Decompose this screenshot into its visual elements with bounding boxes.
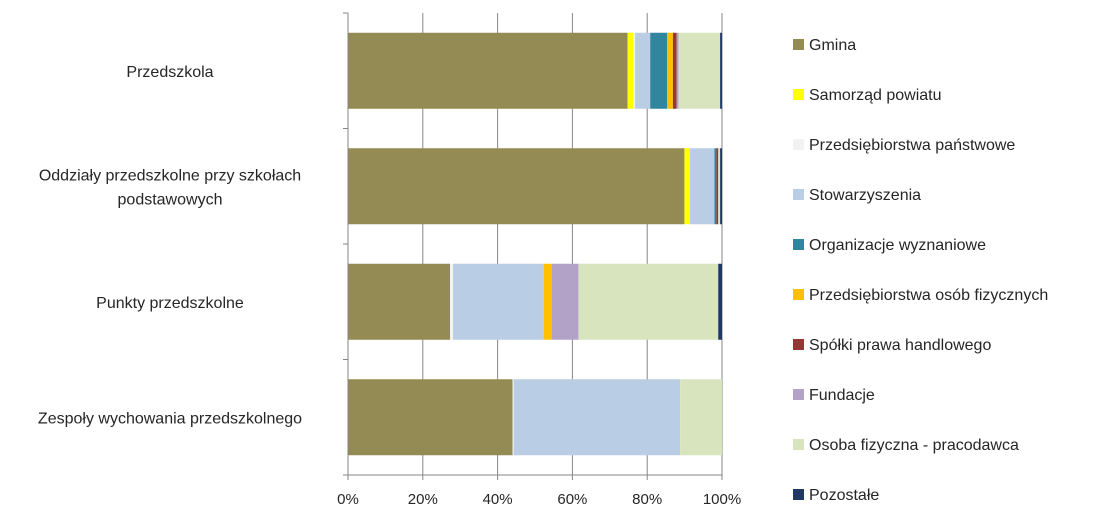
legend-swatch: [793, 39, 804, 50]
x-tick-label: 40%: [483, 491, 513, 508]
bar-segment: [678, 32, 721, 109]
legend-swatch: [793, 239, 804, 250]
legend-label: Przedsiębiorstwa państwowe: [809, 137, 1015, 154]
bar-segment: [348, 148, 685, 225]
legend-label: Osoba fizyczna - pracodawca: [809, 437, 1019, 454]
legend-label: Przedsiębiorstwa osób fizycznych: [809, 287, 1048, 304]
bar-segment: [627, 32, 634, 109]
x-tick-label: 100%: [703, 491, 741, 508]
axes: [343, 12, 723, 480]
legend-label: Spółki prawa handlowego: [809, 337, 991, 354]
category-labels: Przedszkola Oddziały przedszkolne przy sz…: [38, 64, 302, 428]
bar-segment: [684, 148, 691, 225]
bars: [348, 32, 722, 456]
legend-swatch: [793, 289, 804, 300]
legend-swatch: [793, 89, 804, 100]
category-label: Przedszkola: [126, 64, 213, 81]
bar-segment: [690, 148, 715, 225]
bar-segment: [635, 32, 651, 109]
bar-segment: [453, 263, 544, 340]
legend-swatch: [793, 189, 804, 200]
legend-label: Stowarzyszenia: [809, 187, 921, 204]
bar-segment: [348, 263, 450, 340]
legend-swatch: [793, 489, 804, 500]
legend-swatch: [793, 139, 804, 150]
x-tick-label: 60%: [557, 491, 587, 508]
bar-segment: [578, 263, 719, 340]
legend: Gmina Samorząd powiatu Przedsiębiorstwa pa…: [793, 37, 1048, 504]
category-label: Zespoły wychowania przedszkolnego: [38, 410, 302, 427]
bar-segment: [450, 263, 454, 340]
legend-label: Pozostałe: [809, 487, 879, 504]
bar-segment: [633, 32, 636, 109]
bar-segment: [650, 32, 668, 109]
legend-label: Fundacje: [809, 387, 875, 404]
x-tick-label: 80%: [632, 491, 662, 508]
legend-swatch: [793, 439, 804, 450]
bar-segment: [672, 32, 677, 109]
legend-swatch: [793, 339, 804, 350]
x-tick-label: 0%: [337, 491, 359, 508]
bar-segment: [714, 148, 717, 225]
bar-segment: [552, 263, 579, 340]
bar-segment: [667, 32, 673, 109]
bar-segment: [676, 32, 679, 109]
legend-label: Gmina: [809, 37, 856, 54]
bar-segment: [348, 32, 628, 109]
bar-segment: [512, 379, 514, 456]
legend-label: Organizacje wyznaniowe: [809, 237, 986, 254]
bar-segment: [348, 379, 513, 456]
legend-label: Samorząd powiatu: [809, 87, 942, 104]
category-label: Oddziały przedszkolne przy szkołach podst…: [39, 167, 301, 208]
category-label: Punkty przedszkolne: [96, 295, 244, 312]
bar-segment: [680, 379, 722, 456]
bar-segment: [716, 148, 719, 225]
legend-swatch: [793, 389, 804, 400]
x-tick-labels: 0% 20% 40% 60% 80% 100%: [337, 491, 741, 508]
bar-segment: [718, 148, 721, 225]
bar-segment: [720, 148, 722, 225]
bar-segment: [720, 32, 722, 109]
bar-segment: [718, 263, 722, 340]
bar-segment: [513, 379, 681, 456]
x-tick-label: 20%: [408, 491, 438, 508]
bar-segment: [543, 263, 552, 340]
